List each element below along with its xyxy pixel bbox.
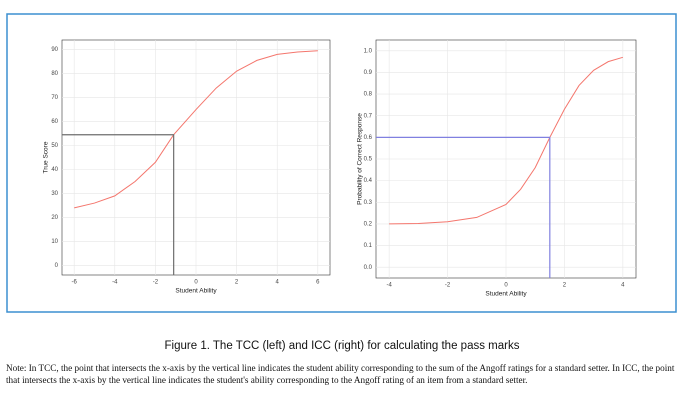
x-tick-label: 2 (563, 283, 567, 289)
figure-frame (6, 13, 677, 313)
x-tick-label: 4 (621, 283, 625, 289)
x-axis-label: Student Ability (175, 288, 217, 295)
y-tick-label: 0.2 (364, 221, 373, 227)
y-tick-label: 20 (51, 215, 58, 221)
y-tick-label: 40 (51, 167, 58, 173)
note: Note: In TCC, the point that intersects … (6, 363, 675, 385)
y-tick-label: 0.4 (364, 178, 373, 184)
x-tick-label: 2 (235, 280, 239, 286)
x-tick-label: -4 (386, 283, 392, 289)
y-tick-label: 0.3 (364, 200, 373, 206)
x-tick-label: -2 (445, 283, 451, 289)
y-axis-label: Probability of Correct Response (357, 113, 364, 205)
y-tick-label: 0.1 (364, 243, 373, 249)
y-tick-label: 0.5 (364, 157, 373, 163)
y-tick-label: 0.8 (364, 92, 373, 98)
x-tick-label: 0 (504, 283, 508, 289)
x-axis-label: Student Ability (485, 291, 527, 298)
y-tick-label: 80 (51, 71, 58, 77)
curve (74, 50, 318, 209)
y-tick-label: 10 (51, 239, 58, 245)
y-tick-label: 0.9 (364, 70, 373, 76)
y-tick-label: 50 (51, 143, 58, 149)
y-tick-label: 0.7 (364, 113, 373, 119)
x-tick-label: 6 (316, 280, 320, 286)
y-tick-label: 0.6 (364, 135, 373, 141)
x-tick-label: 0 (194, 280, 198, 286)
y-tick-label: 70 (51, 95, 58, 101)
y-tick-label: 1.0 (364, 48, 373, 54)
x-tick-label: -6 (72, 280, 78, 286)
reference-line (376, 136, 551, 278)
caption: Figure 1. The TCC (left) and ICC (right)… (164, 340, 520, 352)
reference-line (62, 134, 175, 275)
curve (389, 56, 623, 225)
x-tick-label: -2 (153, 280, 159, 286)
x-tick-label: 4 (276, 280, 280, 286)
y-tick-label: 90 (51, 47, 58, 53)
y-tick-label: 0 (55, 263, 59, 269)
x-tick-label: -4 (112, 280, 118, 286)
y-tick-label: 30 (51, 191, 58, 197)
y-tick-label: 60 (51, 119, 58, 125)
y-tick-label: 0.0 (364, 265, 373, 271)
y-axis-label: True Score (43, 141, 50, 173)
